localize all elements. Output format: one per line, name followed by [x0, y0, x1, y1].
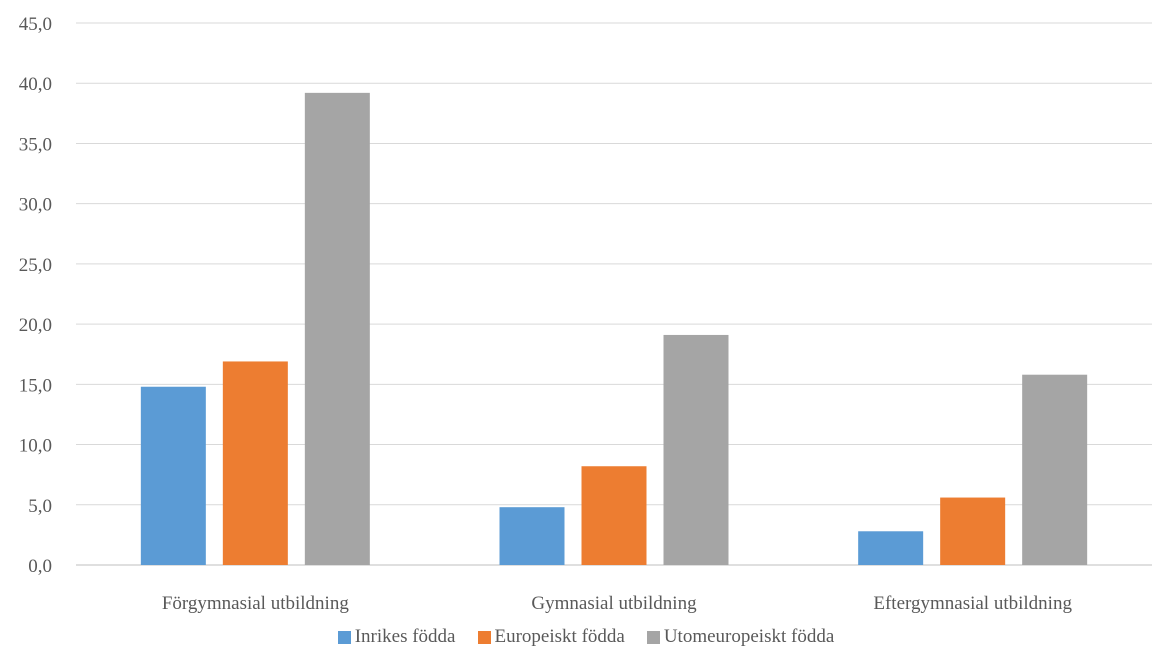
y-tick-label: 35,0 [19, 134, 52, 155]
bar [858, 531, 924, 565]
legend-item-utomeuropeiskt: Utomeuropeiskt födda [646, 626, 835, 648]
y-tick-label: 45,0 [19, 14, 52, 35]
bar [304, 92, 370, 565]
legend-label-utomeuropeiskt: Utomeuropeiskt födda [663, 626, 835, 647]
y-axis-tick-labels: 0,0 5,0 10,0 15,0 20,0 25,0 30,0 35,0 40,0 45,0 [19, 14, 52, 577]
legend: Inrikes födda Europeiskt födda Utomeurop… [0, 626, 1172, 648]
bar [940, 497, 1006, 565]
legend-label-europeiskt: Europeiskt födda [494, 626, 625, 647]
category-label: Gymnasial utbildning [531, 593, 697, 614]
legend-item-europeiskt: Europeiskt födda [477, 626, 625, 648]
y-tick-label: 0,0 [28, 556, 52, 577]
bar [140, 386, 206, 565]
category-label: Eftergymnasial utbildning [873, 593, 1072, 614]
legend-swatch-europeiskt [477, 630, 491, 644]
y-tick-label: 30,0 [19, 195, 52, 216]
bar [499, 507, 565, 565]
legend-label-inrikes: Inrikes födda [354, 626, 456, 647]
bar-chart: 0,0 5,0 10,0 15,0 20,0 25,0 30,0 35,0 40,0 45,0 F… [19, 14, 1152, 614]
bar [663, 334, 729, 565]
legend-swatch-inrikes [337, 630, 351, 644]
y-tick-label: 15,0 [19, 375, 52, 396]
bar [1022, 374, 1088, 565]
category-label: Förgymnasial utbildning [162, 593, 350, 614]
y-tick-label: 40,0 [19, 74, 52, 95]
y-tick-label: 20,0 [19, 315, 52, 336]
y-tick-label: 5,0 [28, 496, 52, 517]
y-tick-label: 10,0 [19, 436, 52, 457]
bar [581, 466, 647, 565]
legend-swatch-utomeuropeiskt [646, 630, 660, 644]
category-labels: Förgymnasial utbildning Gymnasial utbildn… [162, 593, 1073, 614]
y-tick-label: 25,0 [19, 255, 52, 276]
bar [222, 361, 288, 565]
bars [140, 92, 1088, 565]
legend-item-inrikes: Inrikes födda [337, 626, 456, 648]
